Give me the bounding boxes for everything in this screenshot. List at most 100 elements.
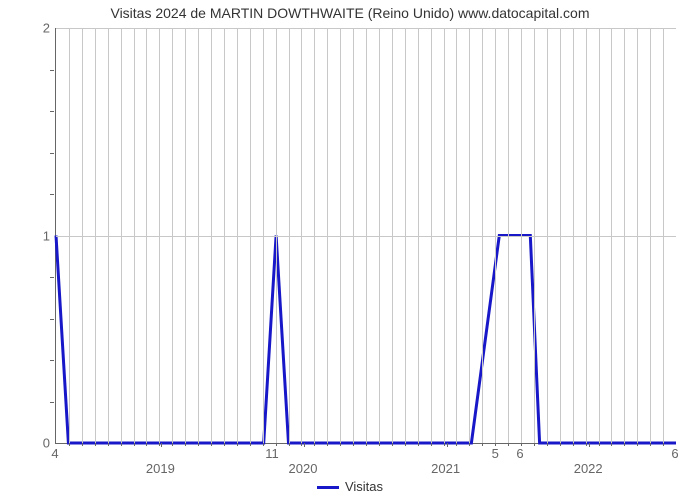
x-tick-minor [508,443,509,446]
x-tick-major [161,443,162,447]
y-tick-minor [50,111,54,112]
x-tick-minor [224,443,225,446]
gridline-v [121,28,122,443]
x-tick-minor [301,443,302,446]
y-tick-minor [50,194,54,195]
x-tick-minor [418,443,419,446]
point-value-label: 4 [51,446,58,461]
x-tick-minor [250,443,251,446]
x-tick-minor [159,443,160,446]
gridline-v [69,28,70,443]
x-tick-minor [469,443,470,446]
legend-swatch [317,486,339,489]
x-tick-minor [340,443,341,446]
x-tick-minor [82,443,83,446]
x-year-label: 2020 [289,461,318,476]
x-tick-minor [69,443,70,446]
gridline-v [237,28,238,443]
x-tick-minor [611,443,612,446]
gridline-v [431,28,432,443]
x-tick-minor [573,443,574,446]
gridline-v [405,28,406,443]
gridline-v [482,28,483,443]
gridline-v [573,28,574,443]
x-tick-minor [146,443,147,446]
y-tick-label: 0 [35,436,50,451]
gridline-v [560,28,561,443]
x-tick-minor [134,443,135,446]
gridline-v [224,28,225,443]
gridline-v [508,28,509,443]
gridline-v [289,28,290,443]
y-tick-minor [50,70,54,71]
chart-title: Visitas 2024 de MARTIN DOWTHWAITE (Reino… [0,5,700,21]
x-tick-minor [327,443,328,446]
gridline-v [392,28,393,443]
x-tick-minor [431,443,432,446]
x-tick-major [304,443,305,447]
x-tick-minor [456,443,457,446]
x-tick-minor [95,443,96,446]
gridline-v [185,28,186,443]
gridline-v [263,28,264,443]
x-tick-minor [560,443,561,446]
x-tick-minor [198,443,199,446]
x-tick-minor [392,443,393,446]
gridline-v [353,28,354,443]
point-value-label: 6 [516,446,523,461]
x-tick-minor [366,443,367,446]
gridline-v [599,28,600,443]
gridline-v [586,28,587,443]
point-value-label: 5 [492,446,499,461]
x-tick-minor [482,443,483,446]
gridline-v [198,28,199,443]
y-tick-minor [50,360,54,361]
x-tick-minor [263,443,264,446]
gridline-v [521,28,522,443]
x-tick-minor [108,443,109,446]
gridline-v [108,28,109,443]
x-tick-minor [586,443,587,446]
gridline-v [159,28,160,443]
x-tick-minor [405,443,406,446]
gridline-v [469,28,470,443]
gridline-v [495,28,496,443]
x-tick-minor [534,443,535,446]
point-value-label: 6 [671,446,678,461]
x-tick-minor [353,443,354,446]
legend-label: Visitas [345,479,383,494]
x-tick-minor [289,443,290,446]
y-tick-minor [50,402,54,403]
gridline-v [637,28,638,443]
y-tick-minor [50,153,54,154]
x-year-label: 2022 [574,461,603,476]
gridline-v [547,28,548,443]
x-tick-minor [172,443,173,446]
x-tick-minor [185,443,186,446]
x-tick-minor [237,443,238,446]
x-tick-minor [314,443,315,446]
gridline-v [327,28,328,443]
gridline-v [211,28,212,443]
gridline-v [301,28,302,443]
x-tick-major [447,443,448,447]
x-tick-minor [650,443,651,446]
x-tick-minor [637,443,638,446]
gridline-v [314,28,315,443]
x-tick-minor [211,443,212,446]
gridline-v [663,28,664,443]
x-tick-minor [599,443,600,446]
gridline-v [611,28,612,443]
x-tick-minor [547,443,548,446]
x-tick-minor [663,443,664,446]
gridline-v [82,28,83,443]
plot-area [55,28,676,444]
gridline-v [276,28,277,443]
gridline-v [650,28,651,443]
gridline-v [134,28,135,443]
y-tick-minor [50,277,54,278]
x-tick-minor [379,443,380,446]
x-year-label: 2019 [146,461,175,476]
x-year-label: 2021 [431,461,460,476]
y-tick-label: 1 [35,228,50,243]
